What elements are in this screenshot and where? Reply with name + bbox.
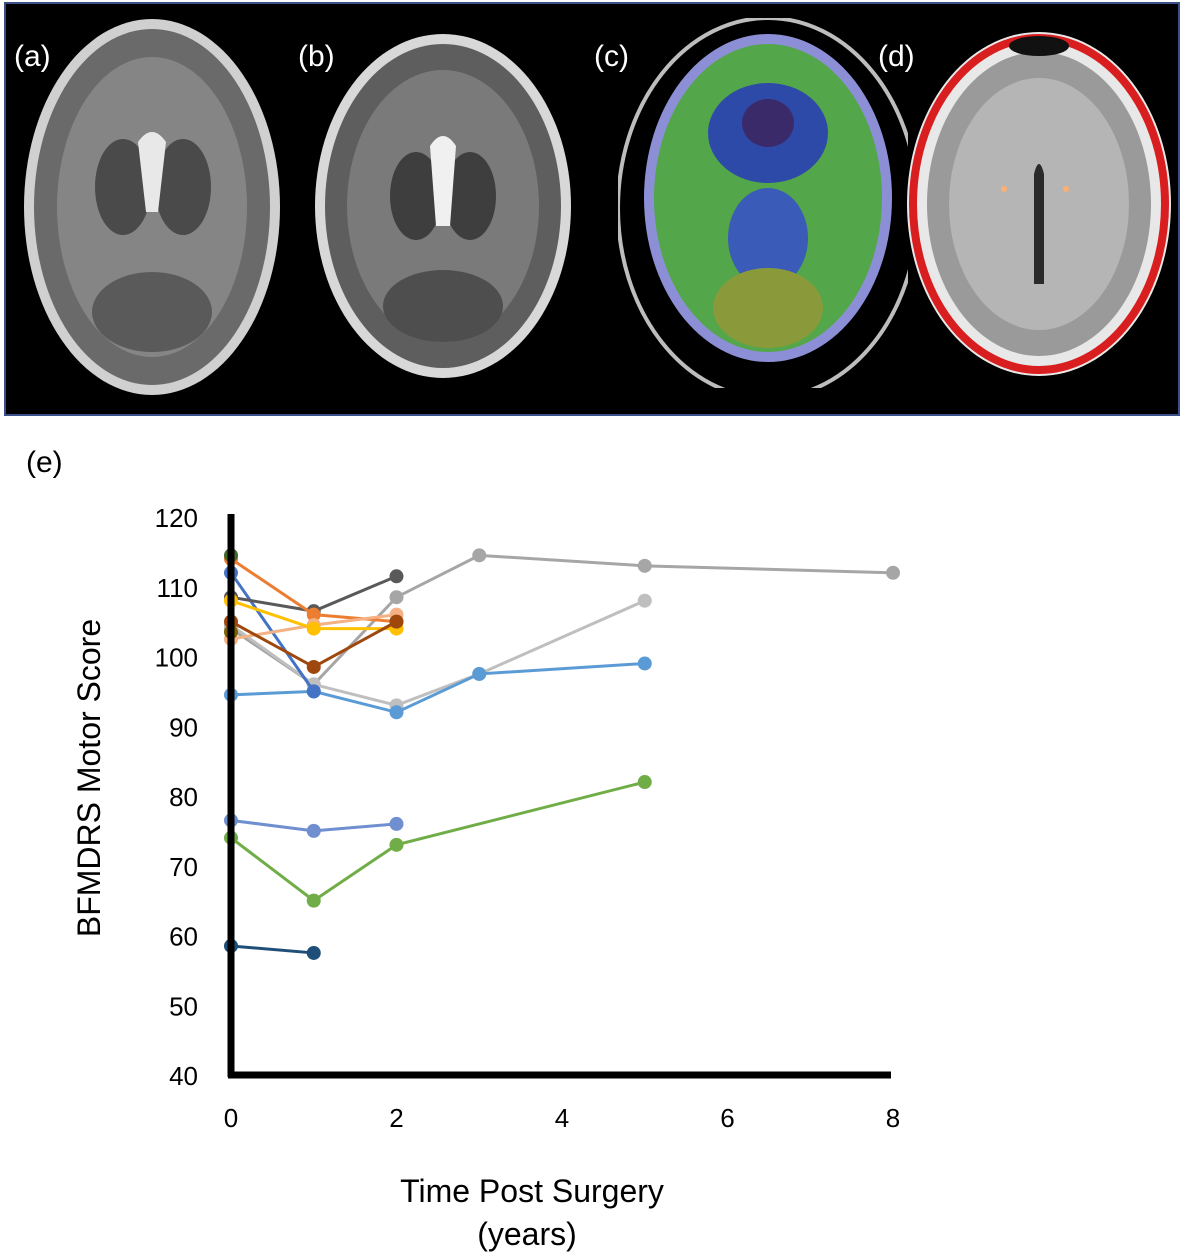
y-tick-label: 120 xyxy=(155,503,198,533)
data-point xyxy=(637,593,652,608)
series-4 xyxy=(224,813,404,838)
data-point xyxy=(637,775,652,790)
x-axis-title-unit: (years) xyxy=(477,1216,577,1252)
panel-label-d: (d) xyxy=(878,40,915,73)
panel-label-a: (a) xyxy=(14,40,51,73)
data-point xyxy=(389,569,404,584)
data-point xyxy=(306,823,321,838)
panel-label-c: (c) xyxy=(594,40,629,73)
data-point xyxy=(389,590,404,605)
y-tick-label: 90 xyxy=(169,712,198,742)
data-point xyxy=(306,659,321,674)
x-tick-label: 6 xyxy=(720,1103,734,1133)
data-point xyxy=(306,893,321,908)
data-point xyxy=(389,614,404,629)
series-3 xyxy=(224,775,652,908)
data-point xyxy=(637,558,652,573)
data-point xyxy=(306,607,321,622)
series-line xyxy=(230,780,646,903)
x-tick-label: 0 xyxy=(224,1103,238,1133)
y-tick-labels: 40 50 60 70 80 90 100 110 120 xyxy=(155,503,198,1091)
y-tick-label: 70 xyxy=(169,852,198,882)
mri-overlay-image-d xyxy=(907,32,1171,376)
x-tick-label: 2 xyxy=(389,1103,403,1133)
mri-image-a xyxy=(24,19,280,395)
data-point xyxy=(389,705,404,720)
chart-panel-label: (e) xyxy=(26,446,63,479)
y-tick-label: 110 xyxy=(157,573,198,603)
pet-image-c xyxy=(618,18,908,388)
x-tick-labels: 0 2 4 6 8 xyxy=(224,1103,900,1133)
data-point xyxy=(637,656,652,671)
data-point xyxy=(306,945,321,960)
data-point xyxy=(472,548,487,563)
panel-label-b: (b) xyxy=(298,40,335,73)
data-point xyxy=(472,666,487,681)
y-tick-label: 50 xyxy=(169,991,198,1021)
score-chart: (e) 40 50 60 70 80 90 100 110 120 0 2 4 6 8 BFMDRS M… xyxy=(26,446,900,1252)
y-tick-label: 60 xyxy=(169,922,198,952)
x-tick-label: 8 xyxy=(886,1103,900,1133)
y-tick-label: 40 xyxy=(169,1061,198,1091)
image-panel-strip: (a) (b) (c) (d) xyxy=(4,2,1180,416)
y-axis-title: BFMDRS Motor Score xyxy=(71,619,107,937)
series-line xyxy=(230,944,314,955)
data-point xyxy=(886,565,900,580)
y-tick-label: 100 xyxy=(155,643,198,673)
data-point xyxy=(306,621,321,636)
data-point xyxy=(306,684,321,699)
data-point xyxy=(389,816,404,831)
data-point xyxy=(389,837,404,852)
mri-image-b xyxy=(315,34,571,378)
x-axis-title: Time Post Surgery xyxy=(400,1173,664,1209)
series-5 xyxy=(224,938,321,960)
plot-area xyxy=(224,548,900,960)
y-tick-label: 80 xyxy=(169,782,198,812)
series-line xyxy=(230,599,646,707)
series-line xyxy=(230,553,894,687)
x-tick-label: 4 xyxy=(555,1103,569,1133)
